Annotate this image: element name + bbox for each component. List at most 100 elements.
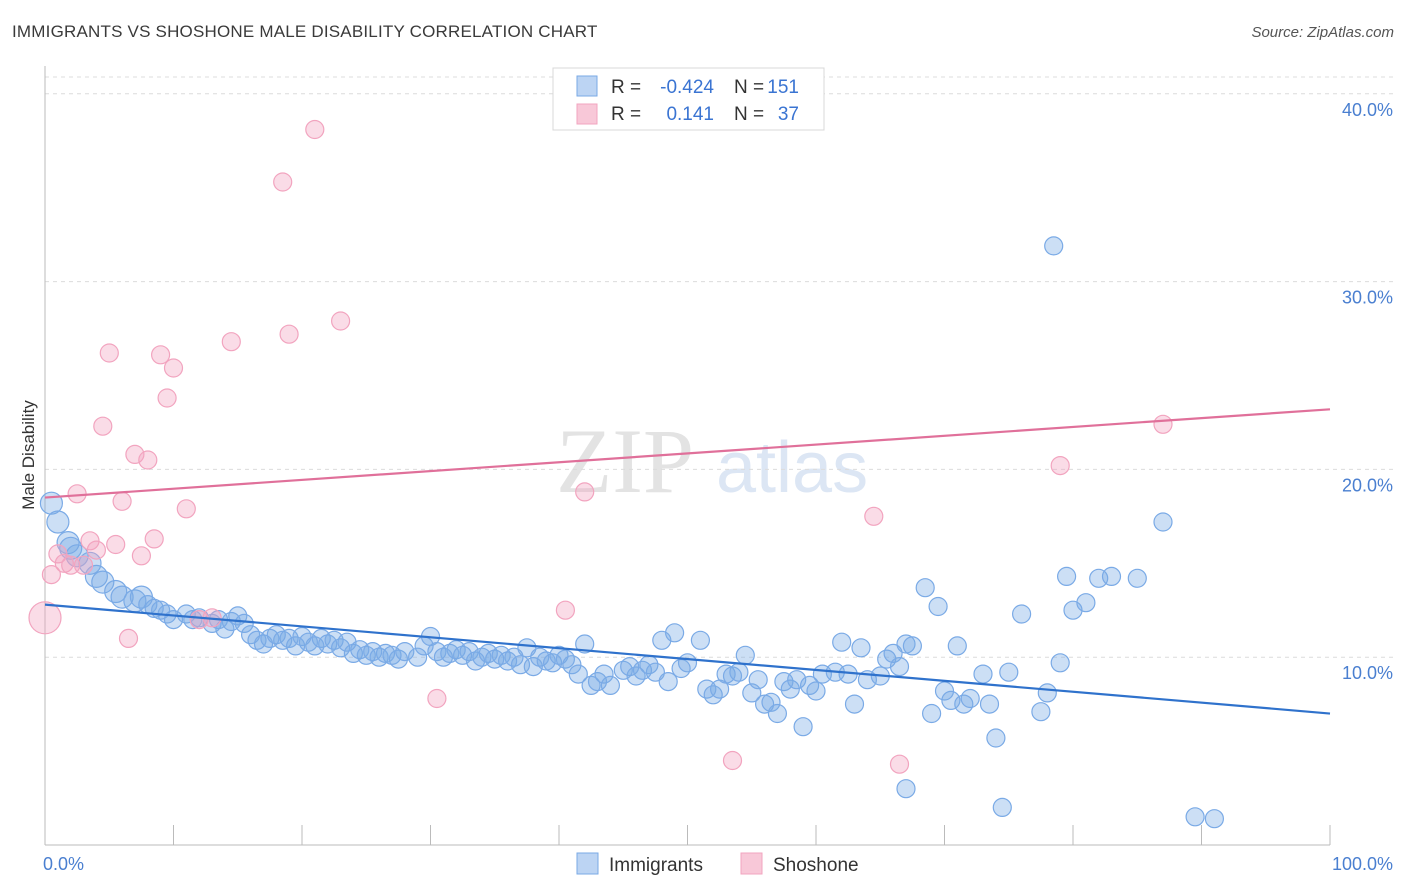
- point-immigrants-103: [754, 694, 775, 714]
- point-shoshone-15: [131, 546, 151, 566]
- point-immigrants-124: [902, 636, 923, 656]
- y-tick-labels: 10.0% 20.0% 30.0% 40.0%: [1342, 100, 1393, 683]
- legend-r-value-2: 0.141: [666, 104, 714, 125]
- point-shoshone-19: [157, 388, 177, 408]
- point-shoshone-8: [86, 540, 107, 560]
- point-shoshone-35: [1050, 456, 1070, 476]
- point-immigrants-125: [915, 578, 935, 598]
- y-tick-label-2: 30.0%: [1342, 288, 1393, 308]
- series-legend-swatch-shoshone: [740, 852, 763, 875]
- point-shoshone-25: [273, 172, 293, 192]
- point-immigrants-122: [889, 656, 910, 677]
- point-shoshone-18: [151, 345, 171, 365]
- point-shoshone-0: [28, 601, 62, 635]
- point-shoshone-12: [112, 491, 132, 511]
- point-immigrants-18: [183, 609, 203, 630]
- point-immigrants-99: [729, 662, 749, 682]
- series-legend-label-shoshone: Shoshone: [773, 855, 859, 876]
- series-legend-swatch-immigrants: [576, 852, 599, 875]
- point-shoshone-36: [1153, 414, 1173, 434]
- point-shoshone-30: [555, 600, 576, 620]
- point-immigrants-9: [110, 585, 134, 609]
- point-immigrants-107: [780, 679, 800, 699]
- data-points: [28, 119, 1225, 829]
- trend-line-shoshone: [44, 408, 1331, 499]
- point-immigrants-51: [408, 647, 428, 667]
- point-immigrants-140: [1050, 653, 1070, 673]
- point-immigrants-130: [947, 636, 967, 656]
- y-axis-label: Male Disability: [19, 400, 38, 510]
- point-shoshone-11: [106, 534, 126, 555]
- point-immigrants-93: [690, 630, 711, 650]
- point-immigrants-100: [735, 645, 755, 665]
- point-immigrants-87: [645, 662, 666, 682]
- point-immigrants-136: [999, 662, 1019, 682]
- point-immigrants-135: [986, 728, 1006, 748]
- trend-lines: [44, 408, 1331, 715]
- point-immigrants-49: [388, 649, 408, 669]
- point-shoshone-26: [279, 324, 299, 344]
- legend-n-value-1: 151: [767, 77, 799, 98]
- point-immigrants-117: [851, 638, 871, 658]
- point-immigrants-146: [1153, 512, 1173, 532]
- point-immigrants-4: [65, 544, 89, 568]
- point-shoshone-32: [722, 750, 743, 771]
- point-shoshone-13: [118, 628, 139, 649]
- point-shoshone-24: [221, 332, 241, 352]
- x-tick-labels: 0.0% 100.0%: [43, 854, 1393, 874]
- point-immigrants-150: [992, 797, 1012, 818]
- gridlines: [45, 76, 1395, 658]
- y-tick-label-3: 40.0%: [1342, 100, 1393, 120]
- point-shoshone-17: [144, 529, 164, 549]
- point-immigrants-50: [395, 641, 415, 662]
- chart-source: Source: ZipAtlas.com: [1251, 24, 1394, 41]
- point-immigrants-138: [1031, 702, 1051, 722]
- point-immigrants-137: [1011, 604, 1032, 624]
- legend-n-label-2: N =: [734, 104, 764, 125]
- point-immigrants-33: [286, 636, 306, 656]
- point-immigrants-105: [767, 703, 788, 724]
- point-immigrants-59: [459, 641, 479, 662]
- point-immigrants-80: [594, 664, 614, 684]
- point-immigrants-142: [1076, 593, 1096, 613]
- point-shoshone-20: [163, 358, 184, 378]
- point-immigrants-77: [575, 634, 595, 654]
- point-shoshone-31: [575, 482, 595, 502]
- point-shoshone-27: [305, 119, 325, 140]
- point-immigrants-72: [542, 653, 563, 673]
- point-immigrants-147: [1056, 566, 1077, 587]
- point-shoshone-33: [864, 506, 884, 526]
- legend-n-label-1: N =: [734, 77, 764, 98]
- point-immigrants-89: [658, 671, 678, 692]
- stats-legend-box: [552, 67, 825, 131]
- point-shoshone-28: [331, 311, 351, 331]
- legend-n-value-2: 37: [778, 104, 799, 125]
- point-immigrants-1: [46, 510, 70, 534]
- point-immigrants-68: [517, 638, 537, 658]
- point-immigrants-104: [761, 692, 781, 712]
- y-tick-label-0: 10.0%: [1342, 663, 1393, 683]
- point-shoshone-29: [427, 688, 447, 709]
- point-shoshone-34: [889, 754, 910, 774]
- point-immigrants-81: [600, 675, 621, 696]
- point-immigrants-149: [896, 779, 916, 799]
- point-immigrants-90: [664, 623, 685, 643]
- x-tick-label-0: 0.0%: [43, 854, 84, 874]
- point-immigrants-102: [748, 670, 768, 690]
- point-immigrants-128: [934, 681, 955, 701]
- point-shoshone-9: [93, 416, 113, 436]
- point-immigrants-133: [973, 664, 993, 684]
- series-legend: Immigrants Shoshone: [576, 852, 859, 876]
- point-immigrants-75: [562, 655, 582, 675]
- point-immigrants-152: [1204, 809, 1225, 829]
- point-immigrants-71: [536, 651, 556, 671]
- point-immigrants-109: [793, 717, 813, 737]
- point-shoshone-16: [138, 450, 158, 470]
- point-immigrants-134: [979, 694, 1000, 714]
- point-immigrants-83: [620, 656, 640, 677]
- point-immigrants-148: [1044, 236, 1064, 256]
- point-immigrants-66: [504, 647, 524, 667]
- point-shoshone-1: [41, 564, 62, 585]
- point-immigrants-7: [91, 570, 115, 594]
